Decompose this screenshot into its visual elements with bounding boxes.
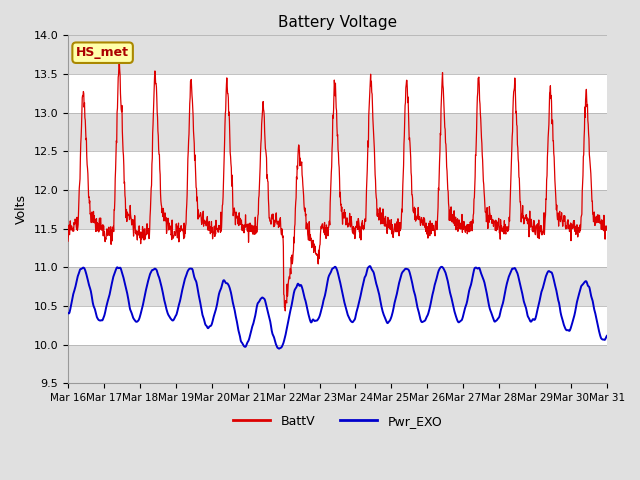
- Bar: [68, 74, 607, 113]
- Text: HS_met: HS_met: [76, 46, 129, 59]
- Bar: [68, 267, 607, 306]
- Bar: [68, 190, 607, 228]
- Bar: [68, 113, 607, 151]
- Bar: [68, 306, 607, 345]
- Bar: [68, 345, 607, 384]
- Title: Battery Voltage: Battery Voltage: [278, 15, 397, 30]
- Bar: [68, 151, 607, 190]
- Bar: [68, 36, 607, 74]
- Y-axis label: Volts: Volts: [15, 194, 28, 224]
- Bar: [68, 228, 607, 267]
- Legend: BattV, Pwr_EXO: BattV, Pwr_EXO: [228, 410, 447, 433]
